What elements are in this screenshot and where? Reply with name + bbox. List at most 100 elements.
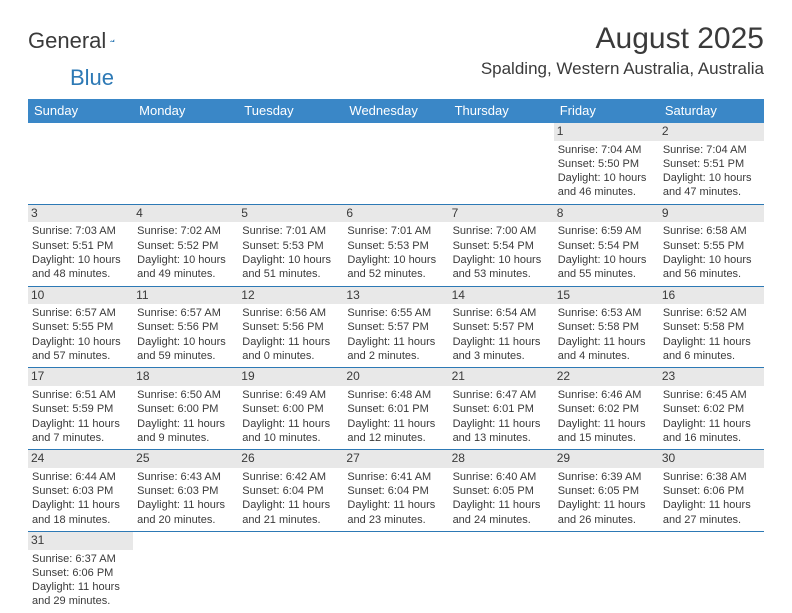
daylight-line: Daylight: 10 hours [663, 253, 760, 267]
calendar-cell: 11Sunrise: 6:57 AMSunset: 5:56 PMDayligh… [133, 286, 238, 368]
calendar-cell: 23 Sunrise: 6:45 AMSunset: 6:02 PMDayligh… [659, 368, 764, 450]
sunset-line: Sunset: 6:03 PM [32, 484, 129, 498]
sunset-line: Sunset: 6:04 PM [242, 484, 339, 498]
sunset-line: Sunset: 5:58 PM [558, 320, 655, 334]
daylight-line: and 7 minutes. [32, 431, 129, 445]
calendar-cell [238, 123, 343, 204]
sunset-line: Sunset: 5:54 PM [453, 239, 550, 253]
day-number: 22 [554, 368, 659, 386]
calendar-week: 24 Sunrise: 6:44 AMSunset: 6:03 PM Dayligh… [28, 450, 764, 532]
daylight-line: and 6 minutes. [663, 349, 760, 363]
calendar-cell: 17Sunrise: 6:51 AMSunset: 5:59 PMDayligh… [28, 368, 133, 450]
daylight-line: Daylight: 10 hours [558, 253, 655, 267]
sunset-line: Sunset: 6:02 PM [558, 402, 655, 416]
sunset-line: Sunset: 5:54 PM [558, 239, 655, 253]
daylight-line: and 18 minutes. [32, 513, 129, 527]
calendar-cell: 30Sunrise: 6:38 AMSunset: 6:06 PMDayligh… [659, 450, 764, 532]
sunset-line: Sunset: 6:01 PM [347, 402, 444, 416]
sunrise-line: Sunrise: 6:44 AM [32, 470, 129, 484]
day-number: 13 [343, 287, 448, 305]
daylight-line: Daylight: 11 hours [663, 498, 760, 512]
daylight-line: and 29 minutes. [32, 594, 129, 608]
daylight-line: and 48 minutes. [32, 267, 129, 281]
daylight-line: Daylight: 11 hours [558, 498, 655, 512]
sunrise-line: Sunrise: 6:56 AM [242, 306, 339, 320]
daylight-line: Daylight: 11 hours [347, 417, 444, 431]
sunrise-line: Sunrise: 7:03 AM [32, 224, 129, 238]
day-header: Tuesday [238, 99, 343, 123]
daylight-line: Daylight: 11 hours [347, 498, 444, 512]
calendar-cell [449, 531, 554, 612]
sunrise-line: Sunrise: 7:01 AM [347, 224, 444, 238]
day-number: 15 [554, 287, 659, 305]
daylight-line: and 53 minutes. [453, 267, 550, 281]
day-details: Sunrise: 6:46 AMSunset: 6:02 PMDaylight:… [558, 388, 655, 445]
daylight-line: and 20 minutes. [137, 513, 234, 527]
sunset-line: Sunset: 5:58 PM [663, 320, 760, 334]
daylight-line: Daylight: 11 hours [453, 335, 550, 349]
daylight-line: Daylight: 10 hours [242, 253, 339, 267]
day-number: 29 [554, 450, 659, 468]
day-details: Sunrise: 6:37 AMSunset: 6:06 PMDaylight:… [32, 552, 129, 609]
day-details: Sunrise: 6:58 AMSunset: 5:55 PMDaylight:… [663, 224, 760, 281]
daylight-line: Daylight: 10 hours [453, 253, 550, 267]
flag-icon [110, 32, 115, 50]
daylight-line: Daylight: 11 hours [137, 417, 234, 431]
day-number: 23 [659, 368, 764, 386]
sunset-line: Sunset: 5:51 PM [663, 157, 760, 171]
calendar-cell: 15Sunrise: 6:53 AMSunset: 5:58 PMDayligh… [554, 286, 659, 368]
sunrise-line: Sunrise: 7:01 AM [242, 224, 339, 238]
logo: General [28, 28, 136, 54]
calendar-cell: 31Sunrise: 6:37 AMSunset: 6:06 PMDayligh… [28, 531, 133, 612]
daylight-line: Daylight: 10 hours [663, 171, 760, 185]
sunrise-line: Sunrise: 7:04 AM [558, 143, 655, 157]
logo-text-blue: Blue [70, 65, 114, 91]
day-details: Sunrise: 6:43 AMSunset: 6:03 PMDaylight:… [137, 470, 234, 527]
calendar-cell: 18Sunrise: 6:50 AMSunset: 6:00 PMDayligh… [133, 368, 238, 450]
daylight-line: Daylight: 11 hours [663, 417, 760, 431]
sunset-line: Sunset: 6:02 PM [663, 402, 760, 416]
day-details: Sunrise: 6:47 AMSunset: 6:01 PMDaylight:… [453, 388, 550, 445]
sunrise-line: Sunrise: 6:41 AM [347, 470, 444, 484]
day-details: Sunrise: 7:04 AMSunset: 5:50 PMDaylight:… [558, 143, 655, 200]
sunrise-line: Sunrise: 6:54 AM [453, 306, 550, 320]
daylight-line: Daylight: 11 hours [242, 335, 339, 349]
daylight-line: Daylight: 11 hours [453, 417, 550, 431]
daylight-line: and 27 minutes. [663, 513, 760, 527]
sunset-line: Sunset: 5:56 PM [137, 320, 234, 334]
sunrise-line: Sunrise: 6:38 AM [663, 470, 760, 484]
sunrise-line: Sunrise: 6:57 AM [137, 306, 234, 320]
calendar-cell: 16Sunrise: 6:52 AMSunset: 5:58 PMDayligh… [659, 286, 764, 368]
day-details: Sunrise: 6:52 AMSunset: 5:58 PMDaylight:… [663, 306, 760, 363]
calendar-page: General August 2025 Spalding, Western Au… [0, 0, 792, 613]
day-details: Sunrise: 6:51 AMSunset: 5:59 PMDaylight:… [32, 388, 129, 445]
calendar-cell: 13Sunrise: 6:55 AMSunset: 5:57 PMDayligh… [343, 286, 448, 368]
calendar-cell: 2Sunrise: 7:04 AMSunset: 5:51 PMDaylight… [659, 123, 764, 204]
calendar-week: 17Sunrise: 6:51 AMSunset: 5:59 PMDayligh… [28, 368, 764, 450]
day-details: Sunrise: 6:53 AMSunset: 5:58 PMDaylight:… [558, 306, 655, 363]
day-number: 11 [133, 287, 238, 305]
day-header: Friday [554, 99, 659, 123]
sunrise-line: Sunrise: 6:49 AM [242, 388, 339, 402]
sunrise-line: Sunrise: 6:43 AM [137, 470, 234, 484]
sunrise-line: Sunrise: 6:37 AM [32, 552, 129, 566]
sunrise-line: Sunrise: 6:55 AM [347, 306, 444, 320]
day-header: Saturday [659, 99, 764, 123]
location-subtitle: Spalding, Western Australia, Australia [481, 59, 764, 79]
day-number: 6 [343, 205, 448, 223]
daylight-line: and 3 minutes. [453, 349, 550, 363]
day-number: 24 [28, 450, 133, 468]
day-number: 21 [449, 368, 554, 386]
calendar-cell [449, 123, 554, 204]
daylight-line: and 55 minutes. [558, 267, 655, 281]
calendar-cell: 25Sunrise: 6:43 AMSunset: 6:03 PMDayligh… [133, 450, 238, 532]
sunrise-line: Sunrise: 6:45 AM [663, 388, 760, 402]
calendar-cell [554, 531, 659, 612]
daylight-line: Daylight: 10 hours [558, 171, 655, 185]
daylight-line: and 4 minutes. [558, 349, 655, 363]
day-header: Sunday [28, 99, 133, 123]
sunset-line: Sunset: 5:55 PM [32, 320, 129, 334]
sunset-line: Sunset: 5:57 PM [347, 320, 444, 334]
calendar-cell [343, 123, 448, 204]
day-header-row: SundayMondayTuesdayWednesdayThursdayFrid… [28, 99, 764, 123]
